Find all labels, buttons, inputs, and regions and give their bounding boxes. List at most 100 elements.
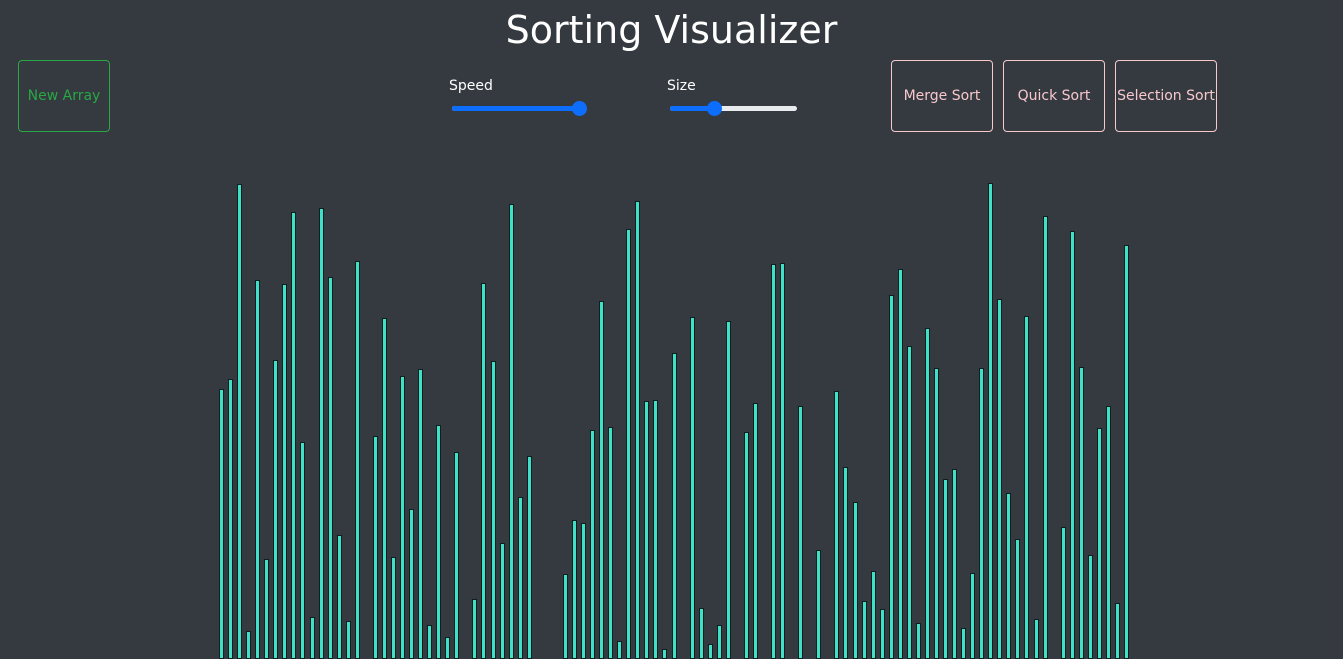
array-bar [246,631,252,659]
array-bar [354,261,360,659]
array-bar [1124,245,1129,659]
array-bar [879,609,885,659]
speed-slider[interactable] [452,98,587,118]
array-bar [906,346,912,659]
merge-sort-button[interactable]: Merge Sort [891,60,993,132]
array-bar [599,301,605,659]
array-bar [771,264,777,659]
array-bar [698,608,704,659]
page-title: Sorting Visualizer [505,8,838,52]
array-bar [1024,316,1030,659]
array-bar [852,502,858,659]
array-bar [517,497,523,659]
array-bar [653,400,659,659]
array-bar [626,229,632,659]
size-slider-fill [670,106,715,111]
array-bar [924,328,930,659]
array-bar [1087,555,1093,659]
speed-label: Speed [449,78,493,94]
array-bar [1078,367,1084,659]
array-bar [689,317,695,659]
array-bar [707,644,713,659]
size-slider-thumb[interactable] [707,101,723,116]
array-bar [816,550,822,659]
size-label: Size [667,78,696,94]
array-bar [608,427,614,659]
array-bar [752,403,758,659]
array-bar [915,623,921,659]
array-bar [300,442,306,659]
array-bar [381,318,387,659]
array-bar [1114,603,1120,659]
array-bar [798,406,804,659]
array-bar [400,376,405,659]
array-bar [418,369,424,659]
array-bar [1105,406,1111,659]
array-bar [590,430,596,659]
array-bar [228,379,234,659]
array-bar [264,559,270,659]
array-bar [562,574,568,659]
array-bar [716,625,722,659]
array-bar [1069,231,1075,659]
array-bar [1060,527,1066,659]
array-bar [318,208,324,659]
array-bar [1015,539,1021,659]
array-bar [427,625,433,659]
array-bar [617,641,623,659]
array-bar [327,277,333,659]
array-bar [970,573,976,659]
array-bar [309,617,315,659]
array-bar [897,269,903,659]
array-bar [291,212,297,659]
array-bar [390,557,396,659]
array-bar [445,637,451,659]
array-bar [273,360,279,659]
array-bar [526,456,532,659]
array-bar [961,628,967,659]
array-bar [409,509,415,659]
selection-sort-button[interactable]: Selection Sort [1115,60,1217,132]
array-bar [255,280,261,659]
array-bar [979,368,985,659]
quick-sort-button[interactable]: Quick Sort [1003,60,1105,132]
array-bar [372,436,378,659]
array-bar [571,520,577,659]
array-bar [454,452,460,659]
array-bar [237,184,243,659]
size-slider-track [670,106,797,111]
array-bar [870,571,876,659]
array-bar [988,183,994,659]
array-bar [219,389,224,659]
array-bar [436,425,442,659]
array-bar [472,599,478,659]
array-bar [490,361,496,659]
array-bar [481,283,487,659]
array-bar [1096,428,1102,659]
array-bar [345,621,351,659]
array-bar [780,263,786,659]
array-bar [843,467,849,659]
array-bar [282,284,288,659]
array-bar [644,401,650,659]
speed-slider-thumb[interactable] [572,101,587,116]
array-bar [671,353,677,659]
array-bar [834,391,840,659]
array-bar [508,204,514,659]
array-bar [1006,493,1012,659]
speed-slider-fill [452,106,579,111]
new-array-button[interactable]: New Array [18,60,110,132]
array-bar [635,201,641,659]
array-bar [861,601,867,659]
size-slider[interactable] [670,98,797,118]
array-bar [499,543,505,659]
array-bar [933,368,939,659]
array-bar [662,649,668,659]
array-bar [581,523,586,659]
array-bar [336,535,342,659]
array-bar [743,432,749,659]
array-bar [997,299,1003,659]
array-bar [952,469,958,659]
array-bar [1042,216,1048,659]
